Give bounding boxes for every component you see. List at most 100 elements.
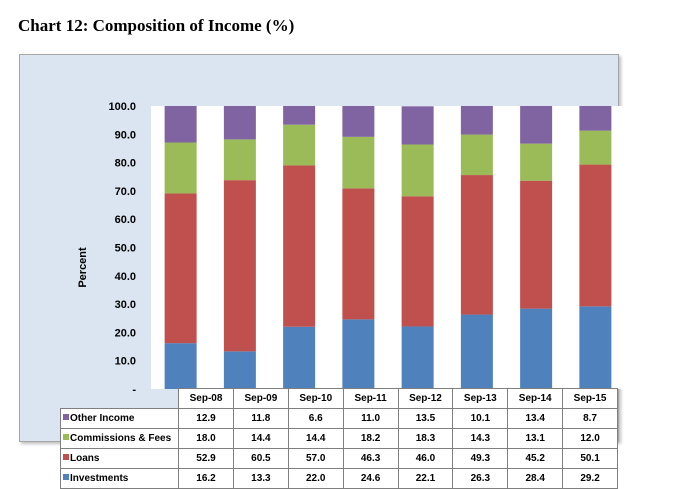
x-tick-label: Sep-15 (562, 388, 618, 409)
data-label: 29.2 (562, 468, 618, 489)
legend-swatch (63, 434, 69, 440)
bar-segment (342, 106, 375, 137)
table-row: Other Income 12.9 11.8 6.6 11.0 13.5 10.1 13.4 8… (59, 408, 618, 429)
data-label: 52.9 (178, 448, 234, 469)
bar-segment (520, 143, 553, 181)
data-label: 10.1 (452, 408, 509, 429)
data-label: 22.1 (397, 468, 454, 489)
y-tick-label: 10.0 (115, 356, 136, 368)
bar-segment (164, 343, 197, 389)
data-label: 60.5 (232, 448, 289, 469)
table-row: Commissions & Fees 18.0 14.4 14.4 18.2 18.3 14… (59, 428, 618, 449)
bar-segment (223, 139, 256, 181)
x-tick-label: Sep-13 (452, 388, 509, 409)
x-tick-label: Sep-11 (342, 388, 399, 409)
table-row: Investments 16.2 13.3 22.0 24.6 22.1 26.3 28.4 2… (59, 468, 618, 489)
chart-area: - 10.0 20.0 30.0 40.0 50.0 60.0 70.0 80.0 90.0 100… (19, 54, 625, 489)
data-label: 49.3 (452, 448, 509, 469)
data-label: 14.3 (452, 428, 509, 449)
y-tick-label: 40.0 (115, 271, 136, 283)
data-label: 11.8 (232, 408, 289, 429)
bar-segment (223, 106, 256, 140)
bar-segment (342, 319, 375, 389)
x-tick-label: Sep-14 (507, 388, 564, 409)
data-label: 16.2 (178, 468, 234, 489)
data-label: 18.3 (397, 428, 454, 449)
y-tick-label: - (132, 384, 136, 396)
data-label: 46.3 (342, 448, 399, 469)
bar-segment (164, 193, 197, 344)
bar-segment (401, 326, 434, 389)
data-label: 12.0 (562, 428, 618, 449)
data-label: 26.3 (452, 468, 509, 489)
x-tick-label: Sep-09 (232, 388, 289, 409)
legend-entry: Other Income (59, 408, 180, 429)
data-label: 18.0 (178, 428, 234, 449)
bar-segment (283, 165, 316, 327)
bar-segment (342, 136, 375, 189)
y-tick-label: 60.0 (115, 214, 136, 226)
x-tick-label: Sep-10 (287, 388, 344, 409)
bar-segment (283, 326, 316, 389)
data-label: 8.7 (562, 408, 618, 429)
bar-segment (520, 308, 553, 389)
bar-segment (342, 188, 375, 320)
data-label: 24.6 (342, 468, 399, 489)
data-label: 14.4 (287, 428, 344, 449)
table-row: Loans 52.9 60.5 57.0 46.3 46.0 49.3 45.2 50.1 (59, 448, 618, 469)
data-label: 13.3 (232, 468, 289, 489)
y-tick-label: 50.0 (115, 243, 136, 255)
data-label: 14.4 (232, 428, 289, 449)
chart-svg: - 10.0 20.0 30.0 40.0 50.0 60.0 70.0 80.0 90.0 100… (77, 101, 612, 396)
bar-segment (283, 106, 316, 125)
data-label: 13.1 (507, 428, 564, 449)
bar-segment (164, 106, 197, 143)
bar-segment (520, 180, 553, 309)
bar-segment (223, 351, 256, 389)
legend-swatch (63, 414, 69, 420)
data-label: 28.4 (507, 468, 564, 489)
bar-segment (401, 106, 434, 145)
data-label: 11.0 (342, 408, 399, 429)
data-label: 12.9 (178, 408, 234, 429)
data-label: 13.4 (507, 408, 564, 429)
legend-swatch (63, 474, 69, 480)
data-label: 46.0 (397, 448, 454, 469)
data-label: 18.2 (342, 428, 399, 449)
bar-segment (223, 180, 256, 352)
y-tick-label: 30.0 (115, 299, 136, 311)
y-tick-label: 80.0 (115, 158, 136, 170)
page-title: Chart 12: Composition of Income (%) (18, 16, 295, 35)
bar-segment (579, 130, 612, 165)
data-label: 22.0 (287, 468, 344, 489)
x-tick-label: Sep-08 (178, 388, 234, 409)
bar-segment (460, 106, 493, 135)
y-tick-label: 90.0 (115, 129, 136, 141)
bar-segment (579, 306, 612, 389)
y-axis-label: Percent (77, 247, 89, 288)
bar-segment (401, 196, 434, 327)
y-tick-label: 20.0 (115, 327, 136, 339)
legend-swatch (63, 454, 69, 460)
bar-segment (283, 124, 316, 166)
y-tick-label: 100.0 (108, 101, 136, 113)
data-label: 50.1 (562, 448, 618, 469)
legend-entry: Investments (59, 468, 180, 489)
bar-segment (164, 142, 197, 194)
data-label: 57.0 (287, 448, 344, 469)
legend-entry: Loans (59, 448, 180, 469)
bar-segment (460, 134, 493, 176)
data-label: 13.5 (397, 408, 454, 429)
bar-segment (520, 106, 553, 144)
legend-entry: Commissions & Fees (59, 428, 180, 449)
data-label: 45.2 (507, 448, 564, 469)
data-table: Sep-08 Sep-09 Sep-10 Sep-11 Sep-12 Sep-13 Sep-… (59, 388, 618, 489)
x-tick-label: Sep-12 (397, 388, 454, 409)
bar-segment (401, 144, 434, 197)
bar-segment (460, 314, 493, 389)
y-tick-label: 70.0 (115, 186, 136, 198)
data-label: 6.6 (287, 408, 344, 429)
bar-segment (460, 175, 493, 315)
bar-segment (579, 106, 612, 131)
table-corner (61, 389, 179, 409)
